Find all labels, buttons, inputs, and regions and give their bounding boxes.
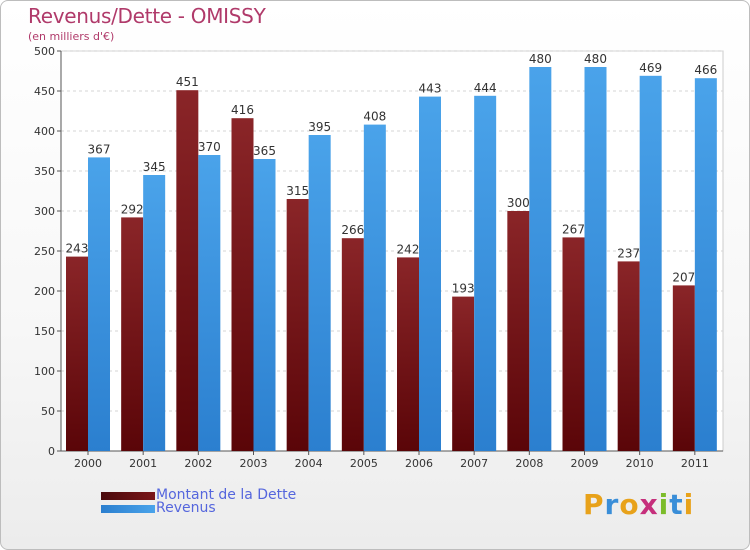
x-tick-label: 2009 — [571, 457, 599, 470]
x-tick-label: 2004 — [295, 457, 323, 470]
bar-debt — [397, 257, 419, 451]
data-label-revenue: 367 — [88, 142, 111, 156]
data-label-revenue: 444 — [474, 81, 497, 95]
x-tick-label: 2005 — [350, 457, 378, 470]
bar-revenue — [198, 155, 221, 451]
legend-swatch-revenue — [101, 505, 155, 513]
data-label-revenue: 443 — [419, 82, 442, 96]
x-tick-label: 2000 — [74, 457, 102, 470]
bar-revenue — [419, 96, 441, 451]
y-tick-label: 450 — [34, 85, 55, 98]
bar-debt — [507, 211, 530, 451]
y-tick-label: 400 — [34, 125, 55, 138]
y-tick-label: 500 — [34, 45, 55, 58]
x-tick-label: 2003 — [240, 457, 268, 470]
bar-debt — [672, 285, 695, 451]
data-label-revenue: 480 — [529, 52, 552, 66]
data-label-debt: 416 — [231, 103, 254, 117]
bar-revenue — [529, 67, 552, 451]
x-tick-label: 2006 — [405, 457, 433, 470]
bar-debt — [341, 238, 364, 451]
data-label-debt: 266 — [341, 223, 364, 237]
bar-revenue — [694, 78, 717, 451]
bar-revenue — [143, 175, 166, 451]
bar-revenue — [363, 124, 386, 451]
data-label-revenue: 480 — [584, 52, 607, 66]
logo-letter: x — [639, 488, 659, 521]
data-label-debt: 315 — [286, 184, 309, 198]
bar-revenue — [639, 75, 662, 452]
data-label-debt: 193 — [452, 282, 475, 296]
y-tick-label: 100 — [34, 365, 55, 378]
x-tick-label: 2008 — [515, 457, 543, 470]
bar-revenue — [584, 67, 607, 451]
proxiti-logo: Proxiti — [583, 488, 694, 521]
logo-letter: i — [658, 488, 670, 521]
logo-letter: o — [619, 488, 640, 521]
bar-debt — [562, 237, 585, 451]
bar-debt — [66, 256, 88, 451]
bar-debt — [231, 118, 254, 451]
y-tick-label: 50 — [41, 405, 55, 418]
data-label-revenue: 469 — [639, 61, 662, 75]
data-label-revenue: 370 — [198, 140, 221, 154]
y-tick-label: 300 — [34, 205, 55, 218]
x-tick-label: 2002 — [184, 457, 212, 470]
y-tick-label: 0 — [48, 445, 55, 458]
data-label-debt: 207 — [672, 270, 695, 284]
data-label-revenue: 466 — [694, 63, 717, 77]
legend-label-revenue: Revenus — [156, 500, 216, 516]
bar-revenue — [253, 159, 276, 451]
bar-debt — [452, 296, 475, 451]
y-tick-label: 200 — [34, 285, 55, 298]
data-label-debt: 451 — [176, 75, 199, 89]
bar-revenue — [474, 95, 497, 452]
bar-debt — [286, 199, 309, 451]
data-label-revenue: 345 — [143, 160, 166, 174]
bar-debt — [176, 90, 199, 451]
logo-letter: t — [669, 488, 684, 521]
x-tick-label: 2007 — [460, 457, 488, 470]
x-tick-label: 2001 — [129, 457, 157, 470]
bar-debt — [121, 217, 144, 451]
logo-letter: P — [583, 488, 605, 521]
data-label-debt: 292 — [121, 202, 144, 216]
bar-revenue — [88, 157, 110, 451]
y-tick-label: 150 — [34, 325, 55, 338]
x-tick-label: 2010 — [626, 457, 654, 470]
y-tick-label: 250 — [34, 245, 55, 258]
x-tick-label: 2011 — [681, 457, 709, 470]
y-tick-label: 350 — [34, 165, 55, 178]
data-label-debt: 243 — [66, 242, 89, 256]
logo-letter: r — [604, 488, 620, 521]
data-label-revenue: 395 — [308, 120, 331, 134]
data-label-revenue: 408 — [363, 110, 386, 124]
legend-label-debt: Montant de la Dette — [156, 487, 297, 503]
data-label-debt: 300 — [507, 196, 530, 210]
logo-letter: i — [683, 488, 695, 521]
data-label-revenue: 365 — [253, 144, 276, 158]
bar-revenue — [308, 135, 331, 451]
legend-swatch-debt — [101, 492, 155, 500]
chart-title: Revenus/Dette - OMISSY — [28, 4, 266, 28]
data-label-debt: 242 — [397, 242, 420, 256]
chart-subtitle: (en milliers d'€) — [28, 30, 115, 43]
bar-debt — [617, 261, 640, 451]
data-label-debt: 237 — [617, 246, 640, 260]
data-label-debt: 267 — [562, 222, 585, 236]
